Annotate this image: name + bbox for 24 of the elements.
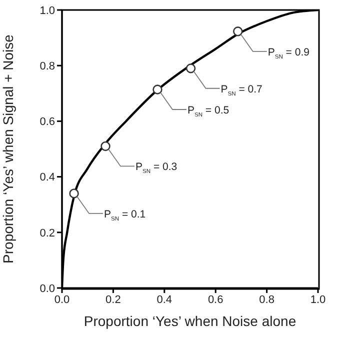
annotation: P$_{SN}$ = 0.5 [187, 104, 230, 119]
point [100, 141, 110, 152]
y-tick-label: 0.2 [40, 227, 55, 240]
annotation: P$_{SN}$ = 0.9 [268, 46, 310, 60]
y-tick-label: 0.0 [40, 282, 55, 295]
x-tick-label: 0.2 [106, 294, 121, 306]
point [69, 188, 79, 198]
x-tick-label: 0.0 [54, 294, 70, 306]
annotation: P$_{SN}$ = 0.3 [136, 161, 178, 176]
point [233, 26, 243, 36]
y-tick-label: 1.0 [40, 4, 55, 17]
y-axis-title: Proportion ‘Yes’ when Signal + Noise [0, 34, 16, 264]
annotation: P$_{SN}$ = 0.7 [220, 83, 263, 98]
x-tick-label: 0.4 [156, 294, 172, 306]
y-tick-label: 0.4 [40, 172, 55, 184]
y-tick-label: 0.6 [40, 116, 55, 128]
point [152, 84, 162, 94]
x-tick-label: 0.8 [259, 294, 274, 306]
y-tick-label: 0.8 [40, 60, 55, 73]
annotation: P$_{SN}$ = 0.1 [104, 208, 146, 222]
x-axis-title: Proportion ‘Yes’ when Noise alone [84, 313, 296, 329]
x-tick-label: 1.0 [310, 294, 326, 306]
point [186, 64, 196, 74]
x-tick-label: 0.6 [208, 294, 224, 306]
